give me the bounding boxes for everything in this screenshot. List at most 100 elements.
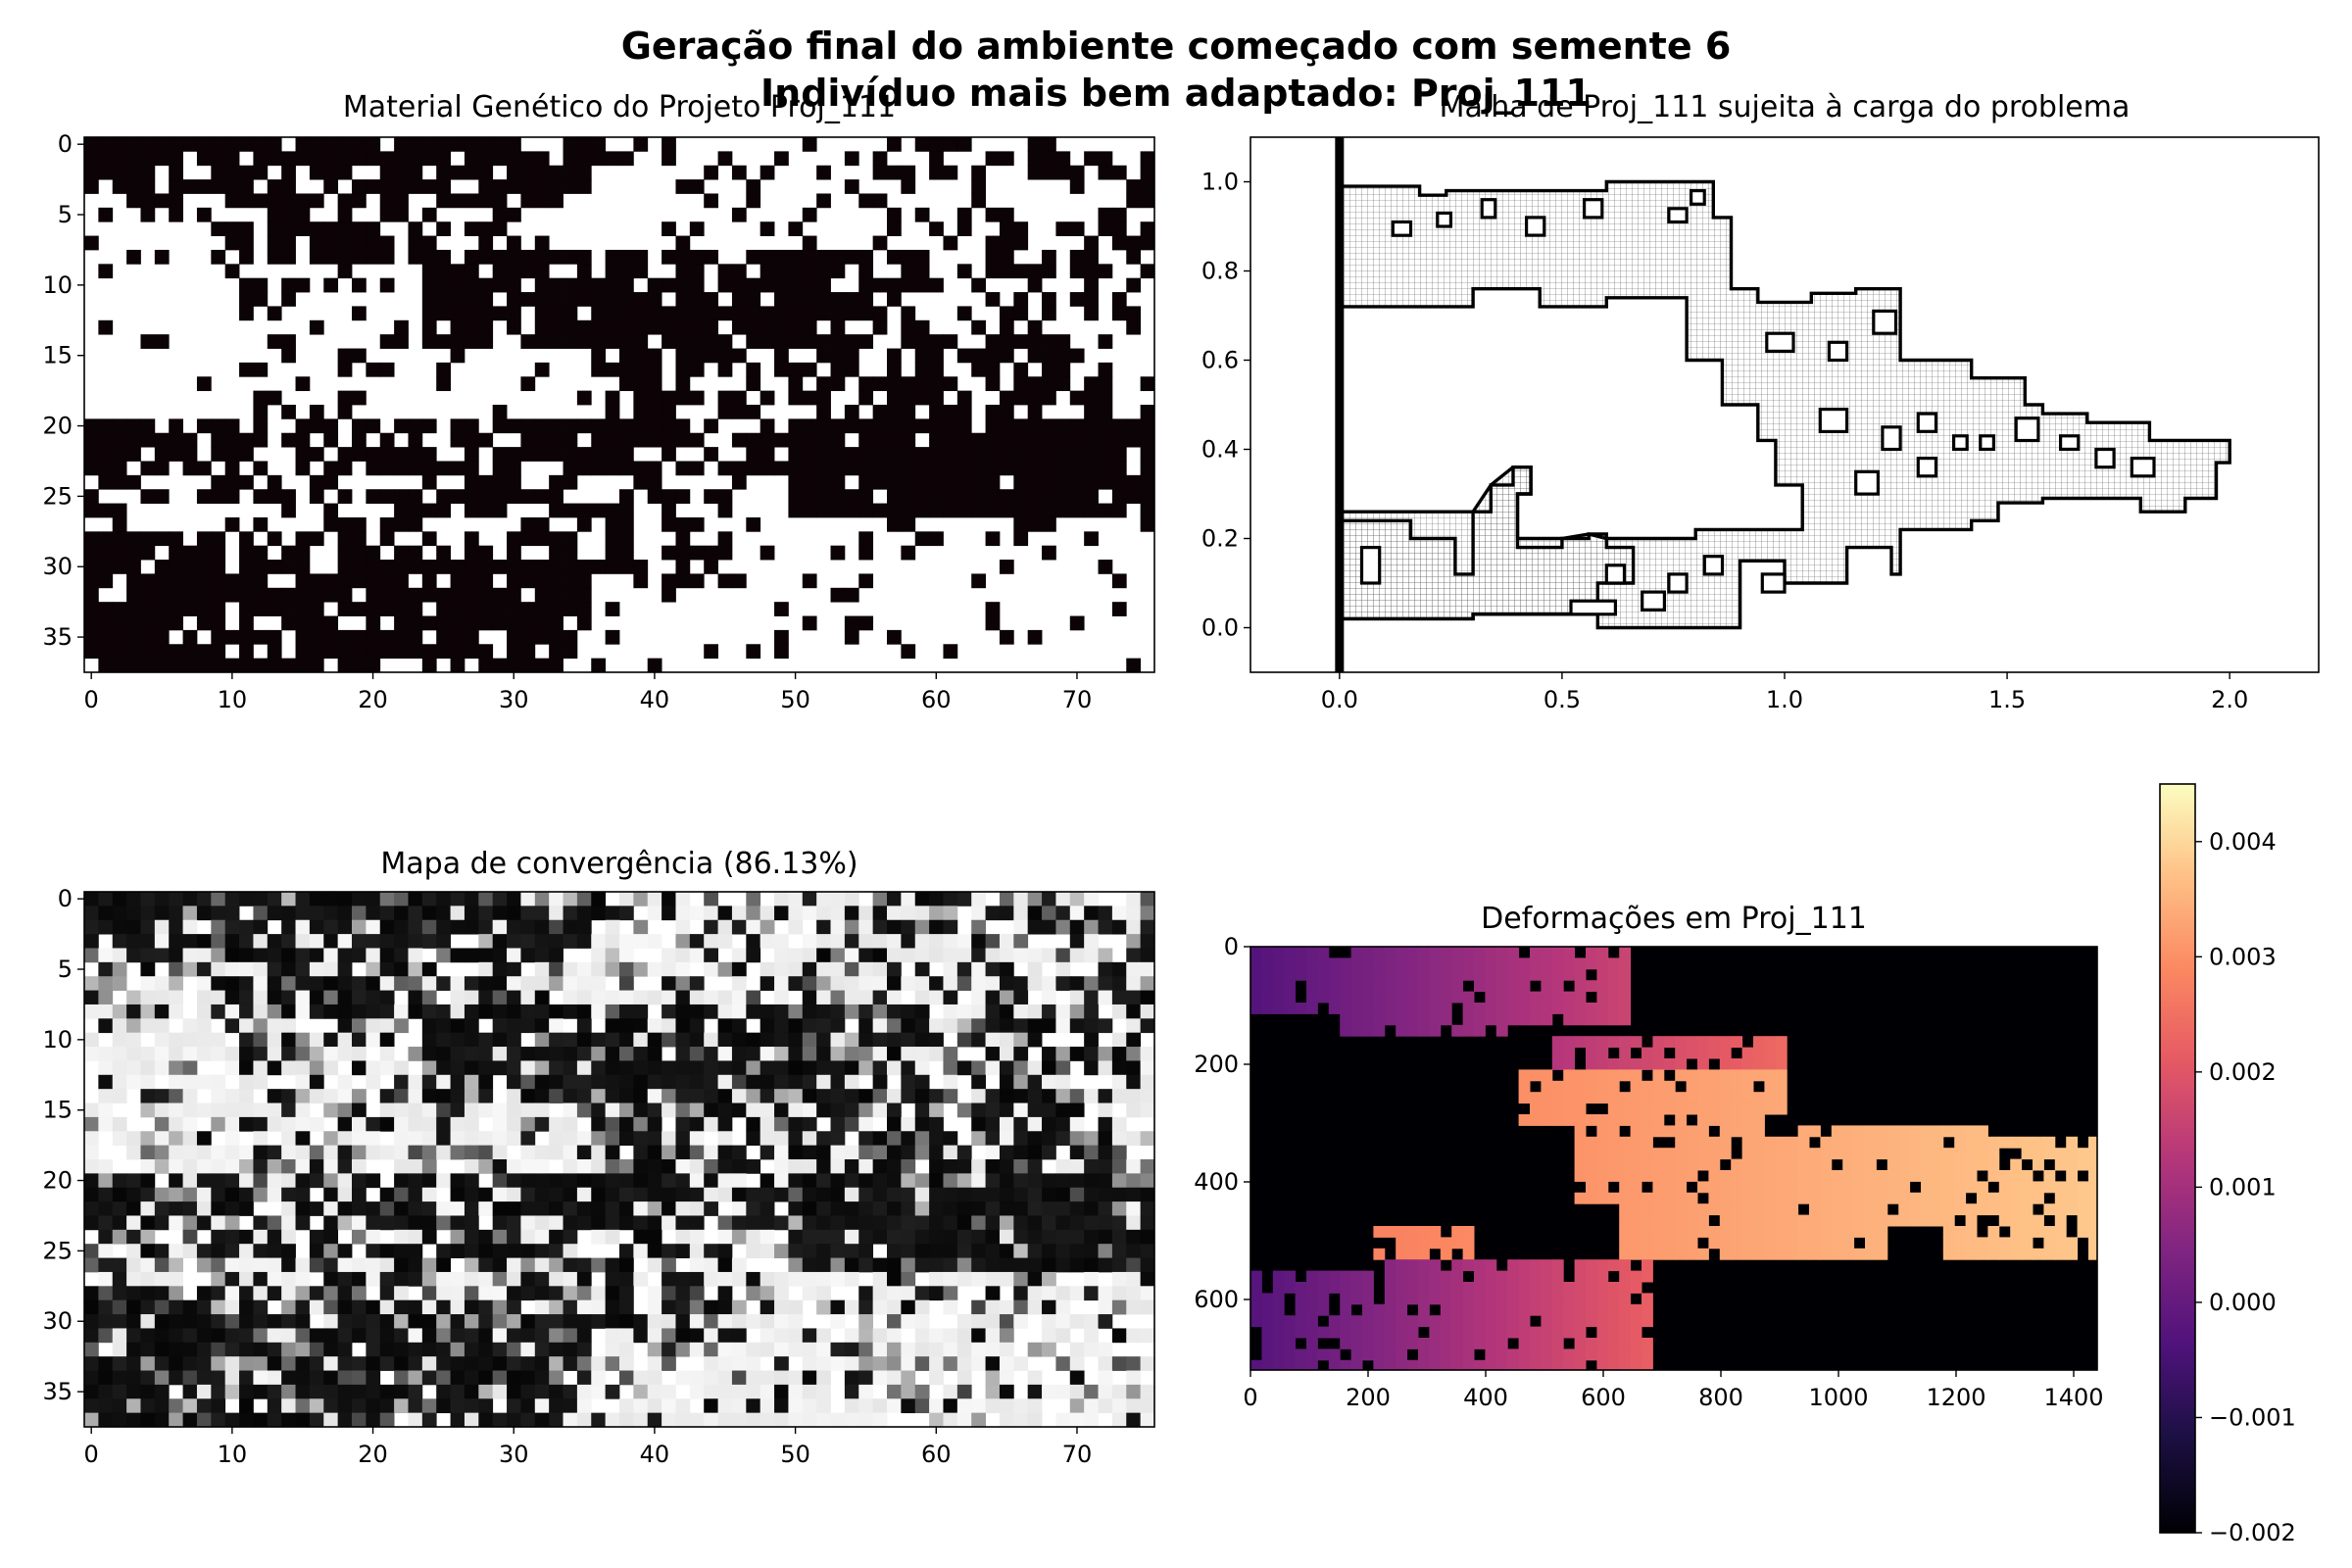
genetic-cell bbox=[169, 193, 183, 209]
deformation-cell bbox=[1831, 1170, 1843, 1182]
convergence-cell bbox=[450, 906, 466, 921]
convergence-cell bbox=[394, 961, 409, 977]
genetic-cell bbox=[816, 447, 831, 462]
convergence-cell bbox=[253, 1102, 269, 1118]
convergence-cell bbox=[1098, 1244, 1113, 1258]
genetic-cell bbox=[507, 474, 521, 490]
convergence-cell bbox=[394, 1356, 409, 1371]
convergence-cell bbox=[478, 919, 494, 935]
genetic-cell bbox=[914, 489, 930, 504]
deformation-cell bbox=[1586, 1036, 1597, 1049]
genetic-cell bbox=[436, 221, 451, 236]
deformation-cell bbox=[1797, 1192, 1810, 1204]
deformation-cell bbox=[1642, 1080, 1653, 1093]
deformation-cell bbox=[1563, 1058, 1576, 1070]
genetic-cell bbox=[985, 151, 1001, 167]
deformation-cell bbox=[1574, 1013, 1587, 1026]
convergence-cell bbox=[901, 948, 916, 963]
convergence-cell bbox=[366, 1384, 381, 1399]
deformation-cell bbox=[1574, 1092, 1587, 1104]
genetic-cell bbox=[563, 137, 578, 152]
convergence-cell bbox=[267, 1089, 282, 1103]
convergence-cell bbox=[717, 1004, 733, 1019]
genetic-cell bbox=[788, 264, 804, 279]
genetic-cell bbox=[169, 545, 183, 561]
convergence-cell bbox=[421, 990, 437, 1005]
convergence-cell bbox=[323, 1131, 339, 1147]
convergence-cell bbox=[563, 1131, 578, 1147]
genetic-cell bbox=[352, 390, 367, 406]
genetic-cell bbox=[858, 390, 874, 406]
convergence-cell bbox=[323, 1370, 339, 1386]
deformation-cell bbox=[1586, 1080, 1597, 1093]
deformation-cell bbox=[1642, 1102, 1653, 1115]
convergence-cell bbox=[394, 1257, 409, 1273]
deformation-cell bbox=[1731, 1203, 1743, 1216]
deformation-cell bbox=[1675, 1058, 1688, 1070]
convergence-cell bbox=[1098, 1187, 1113, 1202]
genetic-cell bbox=[675, 235, 691, 251]
deformation-cell bbox=[1820, 1148, 1833, 1160]
convergence-cell bbox=[591, 1074, 607, 1090]
convergence-cell bbox=[563, 1286, 578, 1301]
genetic-cell bbox=[239, 137, 254, 152]
genetic-cell bbox=[985, 615, 1001, 631]
deformation-cell bbox=[1753, 1158, 1765, 1171]
deformation-cell bbox=[1820, 1214, 1833, 1227]
convergence-cell bbox=[281, 1412, 296, 1427]
convergence-cell bbox=[1013, 976, 1029, 991]
convergence-cell bbox=[1140, 906, 1154, 921]
convergence-cell bbox=[1084, 1286, 1099, 1301]
deformation-cell bbox=[2010, 1158, 2023, 1171]
convergence-cell bbox=[675, 1102, 691, 1118]
genetic-cell bbox=[858, 474, 874, 490]
genetic-cell bbox=[182, 587, 198, 603]
genetic-cell bbox=[281, 235, 296, 251]
genetic-cell bbox=[323, 137, 339, 152]
convergence-y-tick-label: 35 bbox=[42, 1378, 73, 1405]
convergence-cell bbox=[352, 1102, 367, 1118]
convergence-cell bbox=[1111, 1116, 1127, 1132]
convergence-cell bbox=[295, 1004, 311, 1019]
genetic-cell bbox=[436, 362, 451, 377]
deformation-cell bbox=[1607, 1058, 1620, 1070]
genetic-cell bbox=[830, 432, 846, 448]
convergence-cell bbox=[408, 1384, 423, 1399]
convergence-cell bbox=[492, 1215, 508, 1231]
genetic-cell bbox=[253, 405, 269, 419]
genetic-cell bbox=[591, 292, 607, 307]
genetic-cell bbox=[1140, 193, 1154, 209]
convergence-cell bbox=[887, 1342, 902, 1357]
convergence-cell bbox=[379, 990, 395, 1005]
convergence-cell bbox=[112, 892, 127, 906]
genetic-cell bbox=[1042, 545, 1056, 561]
convergence-cell bbox=[704, 1328, 718, 1344]
genetic-cell bbox=[887, 629, 902, 645]
genetic-cell bbox=[464, 629, 479, 645]
convergence-cell bbox=[450, 1201, 466, 1216]
genetic-cell bbox=[731, 207, 747, 222]
convergence-cell bbox=[169, 961, 183, 977]
convergence-cell bbox=[647, 1060, 662, 1076]
deformation-cell bbox=[1831, 1181, 1843, 1194]
convergence-cell bbox=[774, 1328, 789, 1344]
deformation-cell bbox=[2043, 1181, 2056, 1194]
deformation-cell bbox=[1909, 1158, 1922, 1171]
genetic-cell bbox=[84, 418, 99, 434]
convergence-cell bbox=[1084, 1229, 1099, 1245]
convergence-cell bbox=[858, 1159, 874, 1174]
convergence-cell bbox=[239, 1356, 254, 1371]
convergence-cell bbox=[182, 1342, 198, 1357]
deformation-cell bbox=[1876, 1181, 1888, 1194]
convergence-cell bbox=[802, 1173, 817, 1189]
convergence-cell bbox=[281, 1116, 296, 1132]
deformation-cell bbox=[1954, 1181, 1967, 1194]
genetic-cell bbox=[394, 629, 409, 645]
convergence-cell bbox=[534, 1089, 550, 1103]
genetic-cell bbox=[379, 193, 395, 209]
convergence-cell bbox=[647, 1342, 662, 1357]
genetic-cell bbox=[576, 516, 592, 532]
deformation-cell bbox=[1373, 947, 1386, 958]
convergence-cell bbox=[239, 1257, 254, 1273]
convergence-cell bbox=[98, 1060, 114, 1076]
